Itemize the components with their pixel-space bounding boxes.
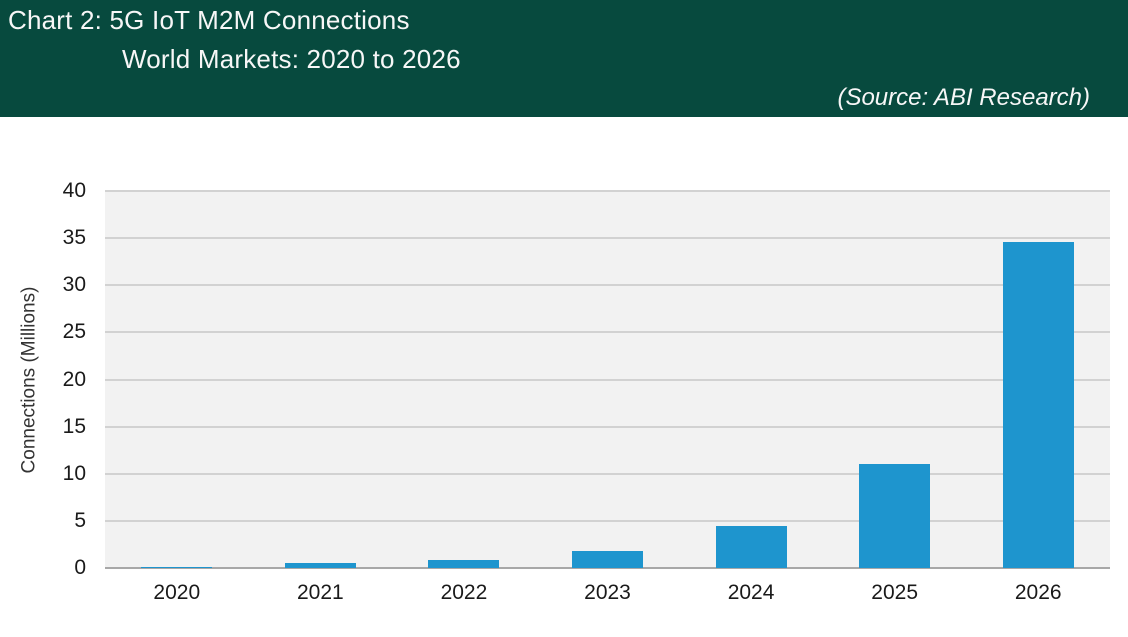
gridline <box>105 237 1110 240</box>
plot-area <box>105 190 1110 569</box>
x-tick-label-2025: 2025 <box>871 581 918 604</box>
chart-title: Chart 2: 5G IoT M2M Connections <box>8 5 410 35</box>
bar-2020 <box>141 567 213 568</box>
y-tick-label-0: 0 <box>74 556 86 579</box>
x-tick-label-2021: 2021 <box>296 581 344 604</box>
y-tick-label-20: 20 <box>62 367 86 391</box>
gridline <box>105 519 1110 522</box>
bar-2025 <box>859 464 931 568</box>
gridline <box>105 190 1110 192</box>
x-tick-label-2024: 2024 <box>727 581 775 604</box>
bar-2021 <box>284 563 356 568</box>
bar-2022 <box>428 560 500 568</box>
y-tick-label-10: 10 <box>62 461 86 485</box>
y-tick-label-40: 40 <box>62 179 86 202</box>
bar-2024 <box>715 525 787 568</box>
y-tick-label-35: 35 <box>62 226 86 250</box>
gridline <box>105 378 1110 381</box>
x-tick-label-2026: 2026 <box>1014 581 1062 604</box>
y-tick-label-30: 30 <box>62 273 86 297</box>
gridline <box>105 425 1110 428</box>
y-tick-label-5: 5 <box>74 508 86 532</box>
chart-source: (Source: ABI Research) <box>837 84 1090 111</box>
bar-2023 <box>572 551 643 568</box>
y-tick-label-15: 15 <box>62 414 86 438</box>
gridline <box>105 331 1110 334</box>
bar-2026 <box>1002 241 1074 568</box>
baseline-gridline <box>105 567 1110 569</box>
gridline <box>105 472 1110 475</box>
chart-subtitle: World Markets: 2020 to 2026 <box>122 44 461 74</box>
x-tick-label-2020: 2020 <box>153 581 201 604</box>
x-tick-label-2023: 2023 <box>584 581 631 604</box>
chart-header: Chart 2: 5G IoT M2M Connections World Ma… <box>0 0 1128 117</box>
y-tick-label-25: 25 <box>62 320 86 344</box>
gridline <box>105 284 1110 287</box>
x-tick-label-2022: 2022 <box>440 581 488 604</box>
